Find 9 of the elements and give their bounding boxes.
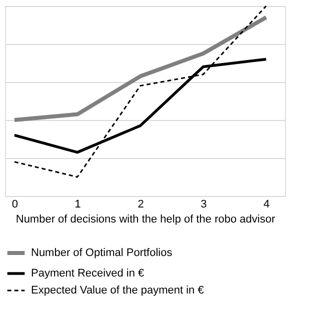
legend-label: Number of Optimal Portfolios: [31, 247, 173, 259]
x-tick-label: 0: [12, 198, 18, 210]
x-tick-label: 4: [264, 198, 270, 210]
legend-label: Expected Value of the payment in €: [31, 284, 204, 296]
legend-label: Payment Received in €: [31, 268, 144, 280]
x-tick-label: 2: [138, 198, 144, 210]
x-tick-label: 3: [200, 198, 207, 210]
x-tick-label: 1: [74, 198, 81, 210]
x-axis-title: Number of decisions with the help of the robo advisor: [16, 214, 276, 226]
